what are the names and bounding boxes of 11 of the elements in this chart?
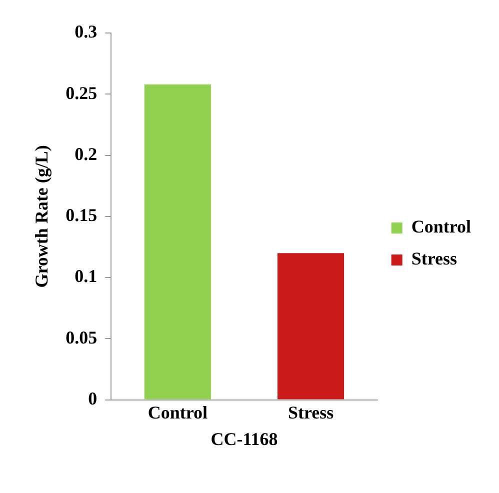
y-tick-label: 0.1 [74, 266, 98, 286]
y-tick-label: 0 [88, 388, 98, 408]
y-tick-label: 0.05 [66, 327, 98, 348]
y-tick-label: 0.15 [66, 205, 98, 226]
legend-label: Control [411, 216, 472, 237]
y-tick-label: 0.3 [74, 22, 98, 42]
y-tick-label: 0.25 [66, 82, 98, 103]
legend-label: Stress [411, 248, 458, 269]
y-tick-label: 0.2 [74, 144, 98, 164]
x-axis-title: CC-1168 [210, 428, 278, 449]
y-axis-title: Growth Rate (g/L) [31, 145, 52, 288]
